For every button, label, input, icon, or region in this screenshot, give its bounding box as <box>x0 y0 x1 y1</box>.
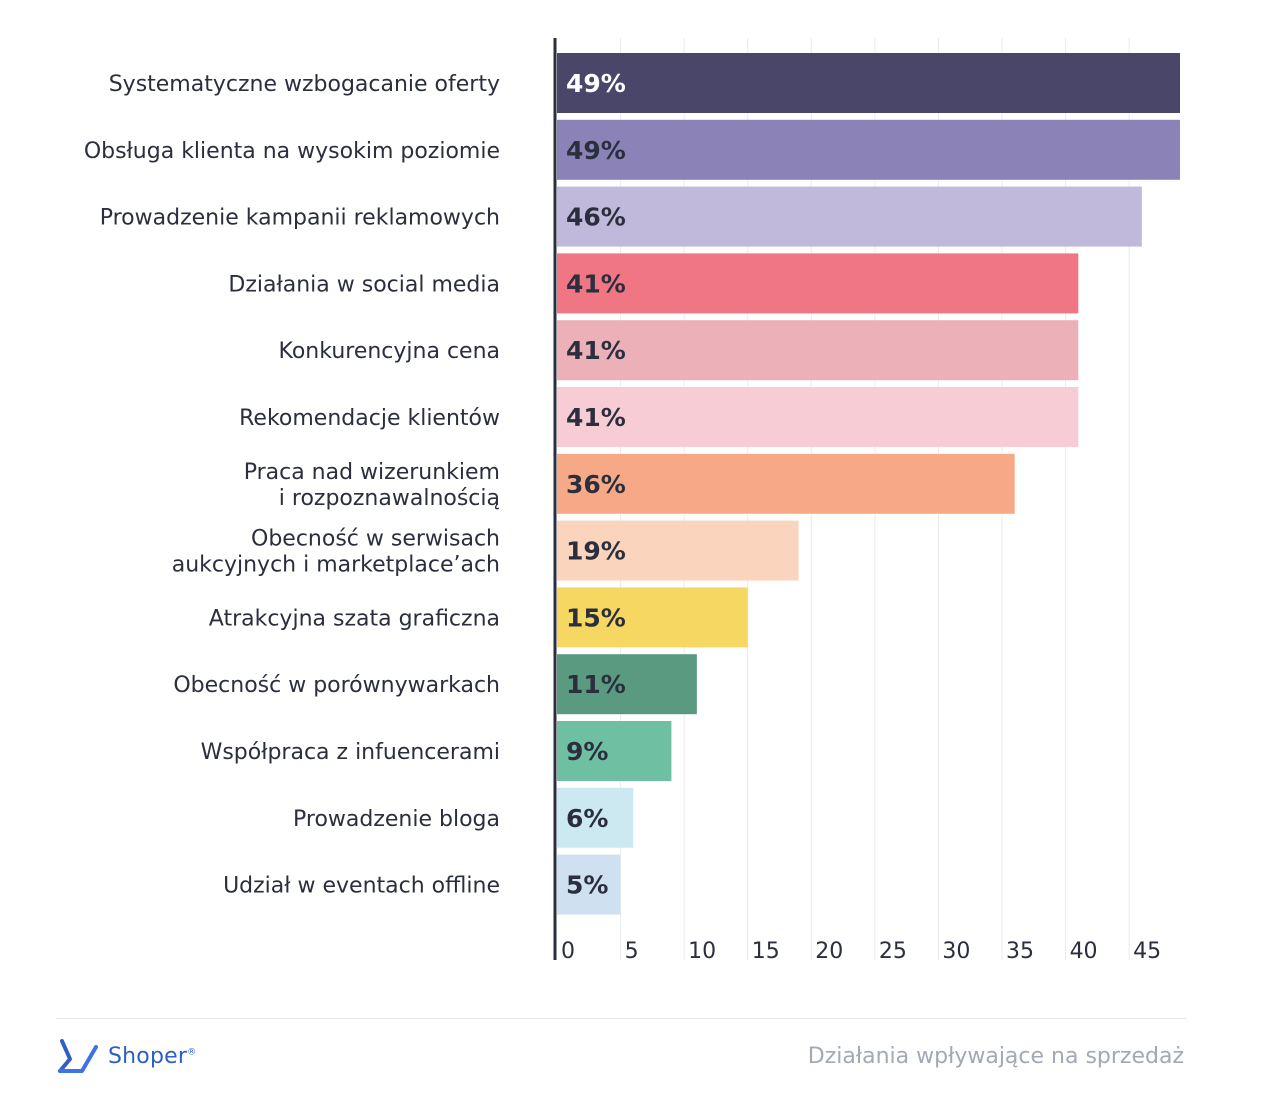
bars: 49% 49% 46% 41% 41% 41% 36% 19% 15% 11% 9% 6% 5% <box>557 53 1180 915</box>
category-label: Systematyczne wzbogacanie oferty <box>109 72 500 97</box>
brand-name: Shoper® <box>108 1043 197 1069</box>
bar-value-label: 41% <box>566 269 626 298</box>
category-label: Udział w eventach offline <box>223 874 500 899</box>
bar <box>557 387 1079 447</box>
brand-logo: Shoper® <box>56 1036 196 1076</box>
x-tick-label: 15 <box>752 939 780 964</box>
category-label: Konkurencyjna cena <box>279 339 500 364</box>
bar-value-label: 6% <box>566 804 608 833</box>
x-tick-label: 10 <box>688 939 716 964</box>
x-tick-label: 25 <box>879 939 907 964</box>
category-label: Prowadzenie kampanii reklamowych <box>100 206 500 231</box>
bar-value-label: 19% <box>566 537 626 566</box>
x-axis-ticks: 0 5 10 15 20 25 30 35 40 45 <box>561 939 1161 964</box>
bar-value-label: 15% <box>566 603 626 632</box>
bar-value-label: 41% <box>566 336 626 365</box>
bar-value-label: 5% <box>566 871 608 900</box>
x-tick-label: 35 <box>1006 939 1034 964</box>
bar <box>557 721 672 781</box>
bar <box>557 253 1079 314</box>
category-label: Obecność w serwisach aukcyjnych i marketp… <box>172 527 500 578</box>
x-tick-label: 40 <box>1070 939 1098 964</box>
bar-value-label: 41% <box>566 403 626 432</box>
bar-value-label: 49% <box>566 136 626 165</box>
bar <box>557 787 634 848</box>
x-tick-label: 5 <box>625 939 639 964</box>
bar-value-label: 11% <box>566 670 626 699</box>
bar <box>557 186 1142 247</box>
bar-chart: 49% 49% 46% 41% 41% 41% 36% 19% 15% 11% 9% 6% 5% Sys… <box>84 38 1180 964</box>
category-labels: Systematyczne wzbogacanie oferty Obsługa … <box>84 72 500 899</box>
x-tick-label: 45 <box>1133 939 1161 964</box>
chart-caption: Działania wpływające na sprzedaż <box>807 1044 1184 1069</box>
bar-value-label: 49% <box>566 69 626 98</box>
category-label: Obecność w porównywarkach <box>173 673 500 698</box>
bar <box>557 119 1180 180</box>
bar <box>557 520 799 581</box>
category-label: Atrakcyjna szata graficzna <box>209 606 500 631</box>
registered-mark: ® <box>187 1047 197 1058</box>
shoper-logo-icon <box>58 1039 98 1073</box>
category-label: Obsługa klienta na wysokim poziomie <box>84 139 500 164</box>
category-label: Współpraca z infuencerami <box>201 740 500 765</box>
bar <box>557 854 621 915</box>
bar <box>557 320 1079 381</box>
x-tick-label: 20 <box>815 939 843 964</box>
bar-value-label: 9% <box>566 737 608 766</box>
bar <box>557 587 748 648</box>
category-label: Rekomendacje klientów <box>239 406 500 431</box>
bar <box>557 453 1015 514</box>
category-label: Prowadzenie bloga <box>293 807 500 832</box>
category-label: Działania w social media <box>228 272 500 297</box>
bar <box>557 53 1180 113</box>
footer-divider <box>56 1018 1186 1019</box>
bar-value-label: 46% <box>566 203 626 232</box>
x-tick-label: 30 <box>942 939 970 964</box>
bar-value-label: 36% <box>566 470 626 499</box>
category-label: Praca nad wizerunkiem i rozpoznawalnością <box>244 460 500 511</box>
bar <box>557 654 697 715</box>
x-tick-label: 0 <box>561 939 575 964</box>
